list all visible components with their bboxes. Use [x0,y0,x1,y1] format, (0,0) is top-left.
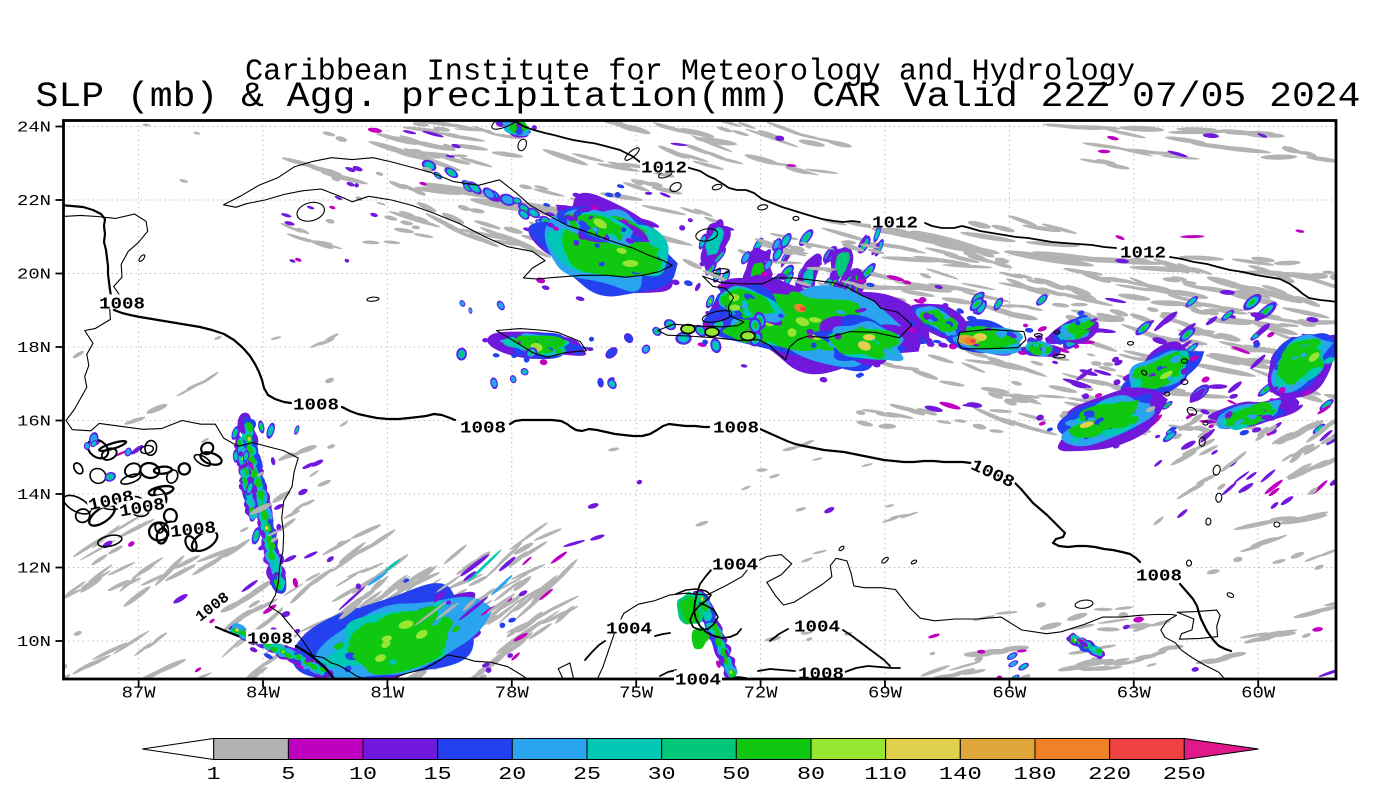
svg-text:1008: 1008 [293,397,339,416]
svg-text:1012: 1012 [872,215,918,234]
svg-text:1004: 1004 [794,619,840,638]
svg-text:25: 25 [573,764,601,785]
svg-text:140: 140 [939,764,982,785]
svg-text:250: 250 [1163,764,1206,785]
svg-text:14N: 14N [17,488,51,504]
svg-text:SLP (mb) & Agg. precipitation(: SLP (mb) & Agg. precipitation(mm) CAR Va… [36,77,1361,117]
svg-text:1008: 1008 [1136,568,1182,587]
svg-text:72W: 72W [744,685,779,704]
svg-text:15: 15 [424,764,452,785]
svg-text:1: 1 [207,764,221,785]
svg-text:80: 80 [797,764,825,785]
svg-text:24N: 24N [17,121,51,137]
svg-text:180: 180 [1014,764,1057,785]
svg-text:69W: 69W [868,685,903,704]
svg-text:1004: 1004 [675,672,721,691]
svg-text:20: 20 [498,764,526,785]
svg-text:Caribbean Institute for Meteor: Caribbean Institute for Meteorology and … [245,55,1135,90]
svg-text:1008: 1008 [169,519,217,543]
svg-text:220: 220 [1088,764,1131,785]
svg-text:87W: 87W [122,685,157,704]
svg-text:78W: 78W [495,685,530,704]
svg-text:20N: 20N [17,268,51,284]
svg-text:30: 30 [648,764,676,785]
svg-text:81W: 81W [370,685,405,704]
svg-text:10N: 10N [17,635,51,651]
svg-text:60W: 60W [1241,685,1276,704]
svg-text:110: 110 [864,764,907,785]
svg-text:5: 5 [281,764,295,785]
svg-text:84W: 84W [246,685,281,704]
svg-text:1012: 1012 [641,160,687,179]
svg-text:50: 50 [722,764,750,785]
svg-text:16N: 16N [17,415,51,431]
svg-text:12N: 12N [17,562,51,578]
svg-text:1012: 1012 [1120,245,1166,264]
svg-text:1004: 1004 [712,557,758,576]
svg-text:66W: 66W [992,685,1027,704]
svg-text:22N: 22N [17,194,51,210]
svg-text:1008: 1008 [460,420,506,439]
svg-text:1008: 1008 [99,296,145,315]
svg-text:1008: 1008 [713,420,759,439]
svg-text:75W: 75W [619,685,654,704]
svg-text:1004: 1004 [606,621,652,640]
svg-text:10: 10 [349,764,377,785]
svg-text:63W: 63W [1117,685,1152,704]
svg-text:1008: 1008 [798,666,844,685]
svg-text:18N: 18N [17,341,51,357]
svg-text:1008: 1008 [247,631,293,650]
